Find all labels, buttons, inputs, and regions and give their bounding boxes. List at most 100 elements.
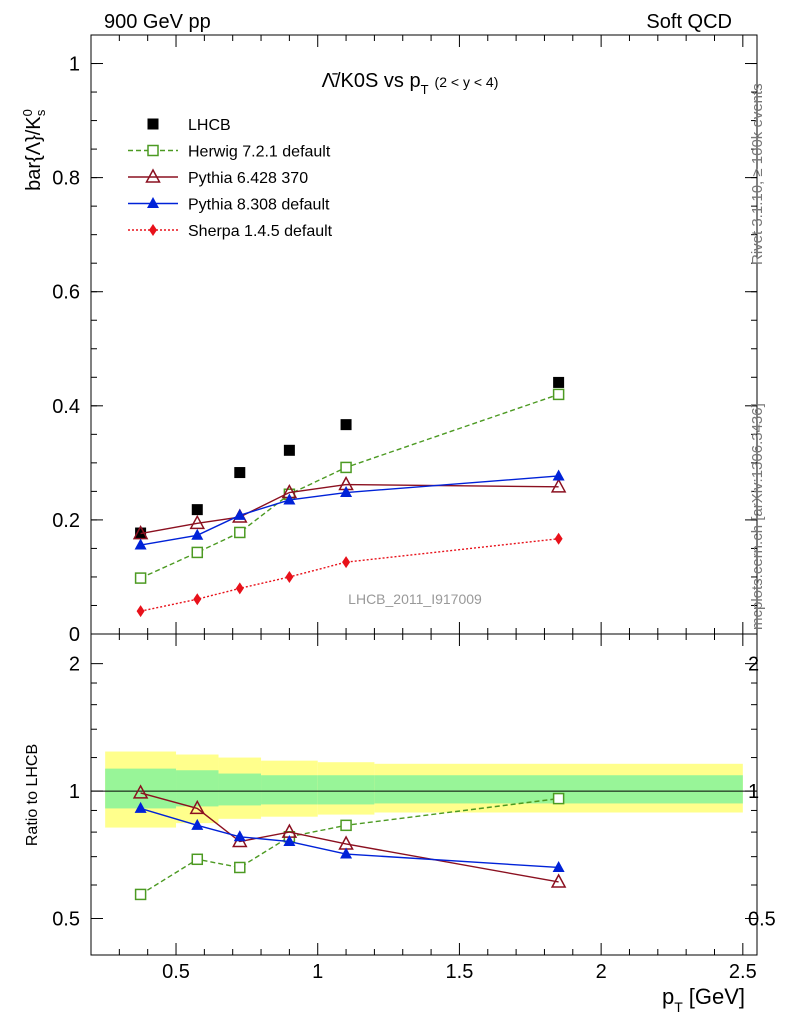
- title-main-text: Λ̄/K0S vs p: [322, 70, 421, 92]
- point-sherpa-1-4-5-default: [554, 532, 563, 545]
- series-line-pythia-8-308-default: [140, 475, 559, 546]
- x-tick-label: 0.5: [162, 961, 190, 983]
- point-pythia-6-428-370: [550, 478, 567, 493]
- point-pythia-6-428-370: [189, 514, 206, 530]
- ratio-point-pythia-8-308-default: [283, 835, 296, 847]
- ratio-point-pythia-8-308-default: [340, 847, 353, 859]
- band-green: [261, 775, 318, 805]
- point-lhcb: [234, 467, 246, 479]
- series-line-sherpa-1-4-5-default: [140, 538, 559, 612]
- xlabel-text: p: [662, 984, 674, 1009]
- x-tick-label: 2: [596, 961, 607, 983]
- point-herwig-7-2-1-default: [234, 526, 246, 539]
- ratio-point-pythia-8-308-default: [233, 830, 246, 842]
- point-herwig-7-2-1-default: [134, 572, 147, 584]
- legend-marker-pythia-6-428-370: [145, 168, 161, 183]
- ratio-y-tick-label: 2: [69, 654, 80, 676]
- ratio-point-pythia-8-308-default: [191, 818, 204, 830]
- y-tick-label: 1: [69, 54, 80, 76]
- ratio-point-herwig-7-2-1-default: [340, 819, 352, 832]
- ratio-axis-ticks: 0.5 0.5 1 1 2 2 0.5 1 1.5 2 2.5: [52, 634, 776, 983]
- legend-marker-sherpa-1-4-5-default: [149, 224, 157, 236]
- process-label: Soft QCD: [646, 11, 732, 33]
- mcplots-label: mcplots.cern.ch [arXiv:1306.3436]: [749, 403, 766, 630]
- ratio-point-pythia-6-428-370: [189, 799, 206, 815]
- series-line-herwig-7-2-1-default: [140, 393, 559, 579]
- ratio-y-tick-label-right: 0.5: [748, 909, 776, 931]
- ratio-series-group: [132, 784, 567, 901]
- main-frame: [90, 34, 758, 635]
- point-lhcb: [553, 376, 565, 388]
- ratio-y-tick-label: 0.5: [52, 909, 80, 931]
- ratio-point-pythia-8-308-default: [134, 801, 147, 813]
- ratio-point-pythia-6-428-370: [550, 873, 567, 888]
- band-green: [317, 775, 375, 805]
- ylabel-text: bar{Λ}/K: [23, 116, 45, 191]
- ratio-uncertainty-bands: [91, 751, 757, 828]
- ratio-point-herwig-7-2-1-default: [234, 861, 246, 874]
- analysis-watermark: LHCB_2011_I917009: [348, 591, 482, 607]
- main-axis-ticks: 0 0.2 0.4 0.6 0.8 1: [52, 35, 757, 646]
- ratio-y-tick-label: 1: [69, 781, 80, 803]
- point-sherpa-1-4-5-default: [235, 582, 244, 595]
- ratio-point-herwig-7-2-1-default: [134, 888, 147, 901]
- ratio-line-herwig-7-2-1-default: [140, 797, 559, 896]
- y-tick-label: 0.2: [52, 510, 80, 532]
- band-green: [105, 768, 177, 809]
- legend-label-sherpa-1-4-5-default: Sherpa 1.4.5 default: [188, 223, 333, 240]
- xlabel-unit: [GeV]: [689, 984, 745, 1009]
- ratio-y-axis-label: Ratio to LHCB: [24, 744, 41, 846]
- title-sub-text: T: [421, 82, 429, 97]
- legend-label-pythia-6-428-370: Pythia 6.428 370: [188, 170, 308, 187]
- xlabel-sub: T: [674, 999, 683, 1015]
- title-range-text: (2 < y < 4): [435, 74, 499, 90]
- legend-marker-lhcb: [147, 118, 159, 130]
- point-herwig-7-2-1-default: [340, 461, 352, 474]
- legend-label-pythia-8-308-default: Pythia 8.308 default: [188, 197, 330, 214]
- main-series-group: [132, 376, 567, 618]
- ratio-point-herwig-7-2-1-default: [552, 792, 565, 805]
- point-pythia-8-308-default: [283, 493, 296, 505]
- point-herwig-7-2-1-default: [552, 388, 565, 401]
- main-title: Λ̄/K0S vs pT (2 < y < 4): [322, 70, 499, 97]
- main-panel: 0 0.2 0.4 0.6 0.8 1 Λ̄/K0S vs pT (2 < y < 4) L…: [20, 34, 758, 646]
- ratio-point-pythia-8-308-default: [552, 860, 565, 872]
- point-sherpa-1-4-5-default: [193, 593, 202, 606]
- point-pythia-8-308-default: [134, 538, 147, 550]
- point-sherpa-1-4-5-default: [136, 605, 145, 618]
- series-line-pythia-6-428-370: [140, 483, 559, 535]
- ratio-point-herwig-7-2-1-default: [191, 853, 204, 866]
- point-lhcb: [340, 419, 352, 431]
- point-sherpa-1-4-5-default: [342, 556, 351, 569]
- point-sherpa-1-4-5-default: [285, 570, 294, 583]
- point-lhcb: [191, 504, 203, 516]
- legend: LHCB Herwig 7.2.1 default Pythia 6.428 370…: [128, 117, 333, 240]
- y-tick-label: 0.8: [52, 168, 80, 190]
- ratio-frame: [90, 633, 758, 956]
- legend-label-lhcb: LHCB: [188, 117, 231, 134]
- y-tick-label: 0: [69, 624, 80, 646]
- ratio-line-pythia-8-308-default: [140, 807, 559, 869]
- ratio-panel: 0.5 0.5 1 1 2 2 0.5 1 1.5 2 2.5 Ratio to LHCB pT [G…: [24, 633, 776, 1015]
- ratio-line-pythia-6-428-370: [140, 792, 559, 883]
- energy-label: 900 GeV pp: [104, 11, 211, 33]
- main-y-axis-label: bar{Λ}/K0s: [20, 109, 48, 191]
- point-lhcb: [283, 444, 295, 456]
- x-tick-label: 1.5: [446, 961, 474, 983]
- legend-marker-pythia-8-308-default: [147, 197, 159, 208]
- point-pythia-8-308-default: [552, 469, 565, 481]
- ylabel-sup: 0: [20, 109, 35, 116]
- point-herwig-7-2-1-default: [191, 546, 204, 559]
- x-tick-label: 2.5: [729, 961, 757, 983]
- legend-marker-herwig-7-2-1-default: [147, 144, 159, 157]
- y-tick-label: 0.4: [52, 396, 80, 418]
- ylabel-sub: s: [33, 109, 48, 116]
- x-axis-label: pT [GeV]: [662, 984, 745, 1015]
- point-pythia-8-308-default: [233, 508, 246, 520]
- point-pythia-8-308-default: [340, 486, 353, 498]
- rivet-label: Rivet 3.1.10, ≥ 100k events: [749, 83, 766, 265]
- ratio-point-pythia-6-428-370: [132, 784, 149, 799]
- ratio-y-tick-label-right: 1: [748, 781, 759, 803]
- ratio-y-tick-label-right: 2: [748, 654, 759, 676]
